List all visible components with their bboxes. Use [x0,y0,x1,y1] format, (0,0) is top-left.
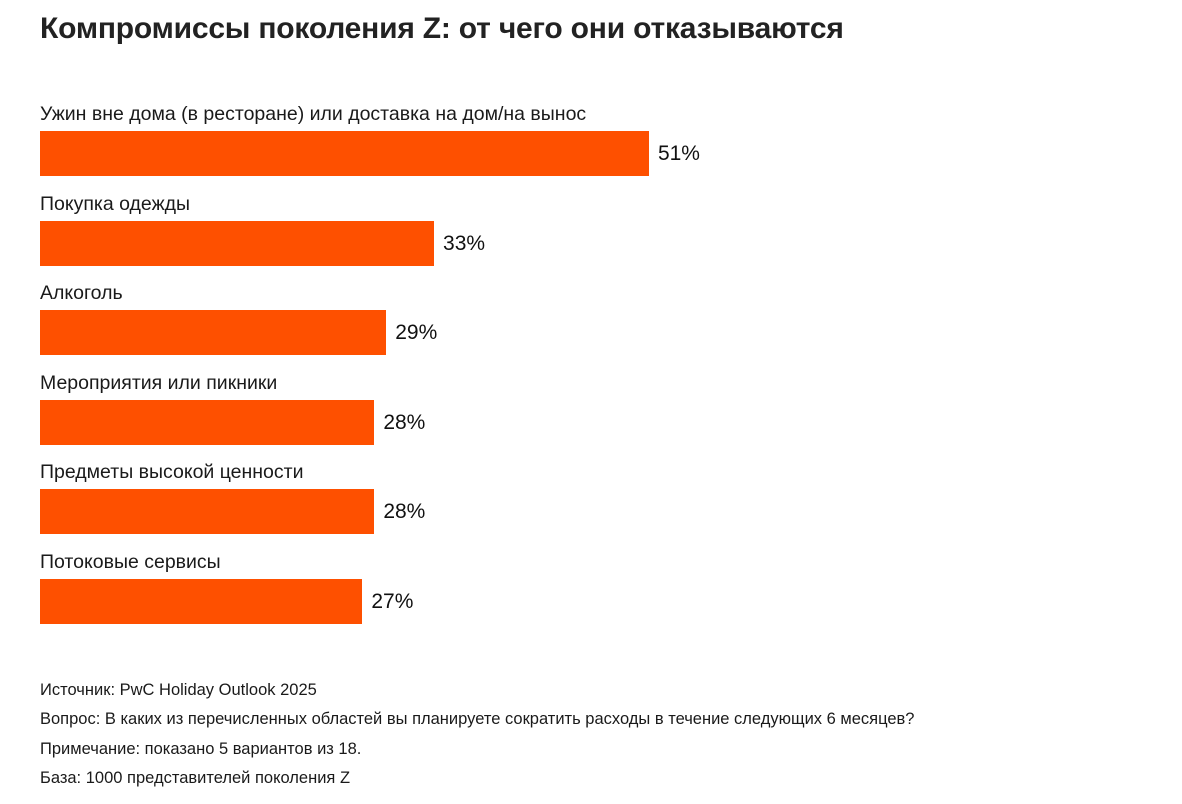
value-label: 28% [383,500,426,523]
chart-title: Компромиссы поколения Z: от чего они отк… [40,12,844,45]
bar-row: Ужин вне дома (в ресторане) или доставка… [40,98,1140,188]
value-label: 29% [395,321,438,344]
bar [40,578,363,624]
bar [40,399,375,445]
value-label: 33% [443,231,486,255]
remark-note: Примечание: показано 5 вариантов из 18. [40,739,362,758]
category-label: Потоковые сервисы [40,550,221,573]
bar-chart: Ужин вне дома (в ресторане) или доставка… [40,98,1140,635]
bar [40,220,435,266]
question-note: Вопрос: В каких из перечисленных областе… [40,710,915,729]
bar [40,489,375,534]
bar-row: Потоковые сервисы 27% [40,546,1140,636]
bar-row: Мероприятия или пикники 28% [40,367,1140,457]
bar [40,131,649,176]
source-note: Источник: PwC Holiday Outlook 2025 [40,681,317,699]
base-note: База: 1000 представителей поколения Z [40,768,351,787]
bar [40,310,387,355]
category-label: Алкоголь [40,282,123,304]
value-label: 28% [383,410,426,434]
bar-row: Алкоголь 29% [40,277,1140,367]
category-label: Предметы высокой ценности [40,461,304,483]
chart-notes: Источник: PwC Holiday Outlook 2025 Вопро… [40,676,914,793]
bar-row: Предметы высокой ценности 28% [40,456,1140,546]
category-label: Мероприятия или пикники [40,371,278,394]
category-label: Покупка одежды [40,192,191,215]
value-label: 27% [371,589,414,613]
bar-row: Покупка одежды 33% [40,188,1140,278]
value-label: 51% [657,142,700,165]
category-label: Ужин вне дома (в ресторане) или доставка… [40,103,587,125]
